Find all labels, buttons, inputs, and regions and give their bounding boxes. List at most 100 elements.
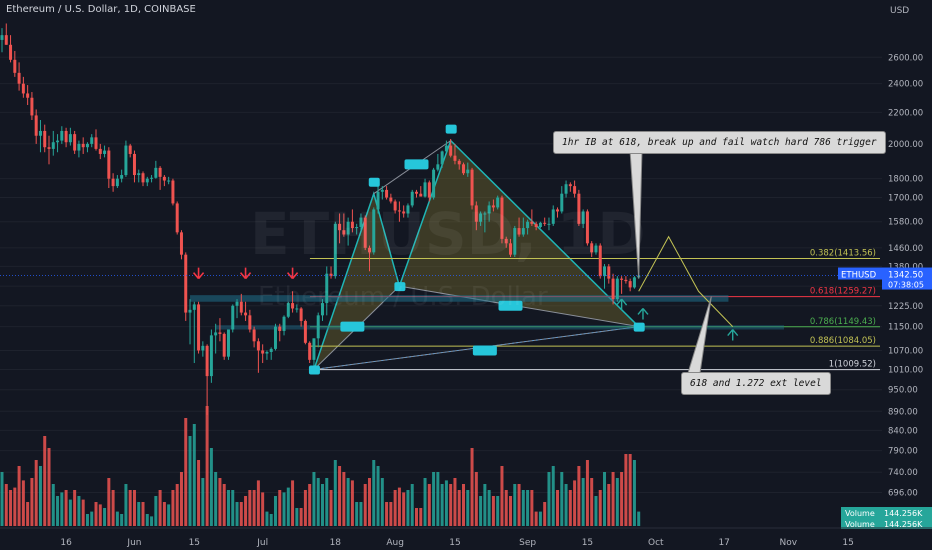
candle-body bbox=[145, 178, 149, 183]
candle-body bbox=[0, 35, 4, 40]
volume-bar bbox=[598, 490, 602, 526]
volume-bar bbox=[556, 490, 560, 526]
candle-body bbox=[594, 245, 598, 253]
volume-bar bbox=[342, 472, 346, 526]
candle-body bbox=[273, 326, 277, 349]
candle-body bbox=[38, 130, 42, 136]
harmonic-pattern bbox=[313, 139, 640, 370]
candle-body bbox=[376, 191, 380, 210]
volume-bar bbox=[222, 484, 226, 526]
volume-bar bbox=[350, 480, 354, 526]
volume-bar bbox=[231, 490, 235, 526]
candle-body bbox=[538, 222, 542, 228]
volume-bar bbox=[132, 490, 136, 526]
candle-body bbox=[556, 209, 560, 212]
volume-bar bbox=[479, 496, 483, 526]
volume-bar bbox=[436, 472, 440, 526]
candle-body bbox=[453, 155, 457, 161]
candle-body bbox=[205, 345, 209, 377]
candle-body bbox=[385, 189, 389, 198]
candle-body bbox=[517, 228, 521, 235]
volume-bar bbox=[81, 499, 85, 526]
candle-body bbox=[188, 309, 192, 313]
volume-bar bbox=[491, 496, 495, 526]
candle-body bbox=[534, 223, 538, 228]
callout-bottom[interactable]: 618 and 1.272 ext level bbox=[681, 372, 831, 395]
price-tick: 1150.00 bbox=[888, 323, 923, 333]
volume-bar bbox=[167, 504, 171, 526]
volume-bar bbox=[21, 480, 25, 526]
volume-bar bbox=[13, 487, 17, 526]
volume-bar bbox=[470, 448, 474, 526]
candle-body bbox=[68, 134, 72, 143]
time-tick: Jul bbox=[256, 538, 268, 548]
volume-bar bbox=[355, 502, 359, 526]
candle-body bbox=[479, 213, 483, 222]
volume-bar bbox=[444, 480, 448, 526]
volume-bar bbox=[406, 490, 410, 526]
candle-body bbox=[530, 221, 534, 224]
price-tick: 1460.00 bbox=[888, 244, 923, 254]
candle-body bbox=[491, 205, 495, 208]
volume-bar bbox=[585, 460, 589, 526]
volume-bar bbox=[530, 490, 534, 526]
volume-bar bbox=[90, 511, 94, 526]
candle-body bbox=[244, 312, 248, 316]
candle-body bbox=[598, 245, 602, 277]
candle-body bbox=[462, 164, 465, 174]
volume-bar bbox=[26, 502, 30, 526]
volume-bar bbox=[47, 448, 51, 526]
candle-body bbox=[573, 186, 577, 194]
price-tick: 1225.00 bbox=[888, 302, 923, 312]
candle-body bbox=[141, 173, 145, 183]
volume-bar bbox=[0, 472, 4, 526]
candle-body bbox=[333, 223, 337, 277]
candle-body bbox=[474, 205, 478, 222]
volume-badge-name: Volume bbox=[845, 509, 875, 518]
ratio-marker bbox=[498, 300, 523, 311]
candle-body bbox=[504, 238, 508, 244]
candle-body bbox=[585, 211, 589, 244]
volume-bar bbox=[466, 490, 470, 526]
volume-bar bbox=[145, 514, 149, 526]
candle-body bbox=[167, 180, 171, 182]
volume-badge-value: 144.256K bbox=[884, 509, 923, 518]
volume-bar bbox=[56, 496, 60, 526]
candle-body bbox=[393, 201, 397, 211]
candle-body bbox=[124, 145, 128, 176]
volume-bar bbox=[128, 490, 132, 526]
volume-bar bbox=[560, 472, 564, 526]
ratio-marker bbox=[404, 159, 429, 170]
candle-body bbox=[308, 342, 312, 360]
price-tick: 2600.00 bbox=[888, 53, 923, 63]
volume-bar bbox=[312, 472, 316, 526]
volume-bar bbox=[120, 514, 124, 526]
volume-bar bbox=[573, 480, 577, 526]
price-tick: 2400.00 bbox=[888, 80, 923, 90]
candle-body bbox=[543, 222, 547, 224]
symbol-badge-text: ETHUSD bbox=[841, 271, 877, 281]
volume-bar bbox=[376, 466, 380, 526]
projection-path bbox=[638, 235, 734, 327]
price-tick: 890.00 bbox=[888, 407, 918, 417]
time-tick: 17 bbox=[718, 538, 729, 548]
volume-bar bbox=[500, 466, 504, 526]
candle-body bbox=[547, 223, 551, 225]
volume-bar bbox=[286, 487, 290, 526]
callout-bottom-pointer bbox=[687, 296, 712, 374]
candle-body bbox=[359, 217, 363, 228]
volume-bar bbox=[124, 484, 128, 526]
candle-body bbox=[624, 279, 628, 282]
candle-body bbox=[402, 211, 406, 214]
callout-top[interactable]: 1hr IB at 618, break up and fail watch h… bbox=[553, 131, 886, 154]
candle-body bbox=[389, 197, 393, 202]
candle-body bbox=[47, 147, 51, 149]
volume-bar bbox=[299, 508, 303, 526]
candle-body bbox=[427, 182, 431, 198]
candle-body bbox=[444, 145, 448, 152]
candle-body bbox=[73, 134, 77, 151]
volume-bar bbox=[107, 478, 111, 526]
volume-bar bbox=[543, 502, 547, 526]
candle-body bbox=[607, 266, 611, 279]
